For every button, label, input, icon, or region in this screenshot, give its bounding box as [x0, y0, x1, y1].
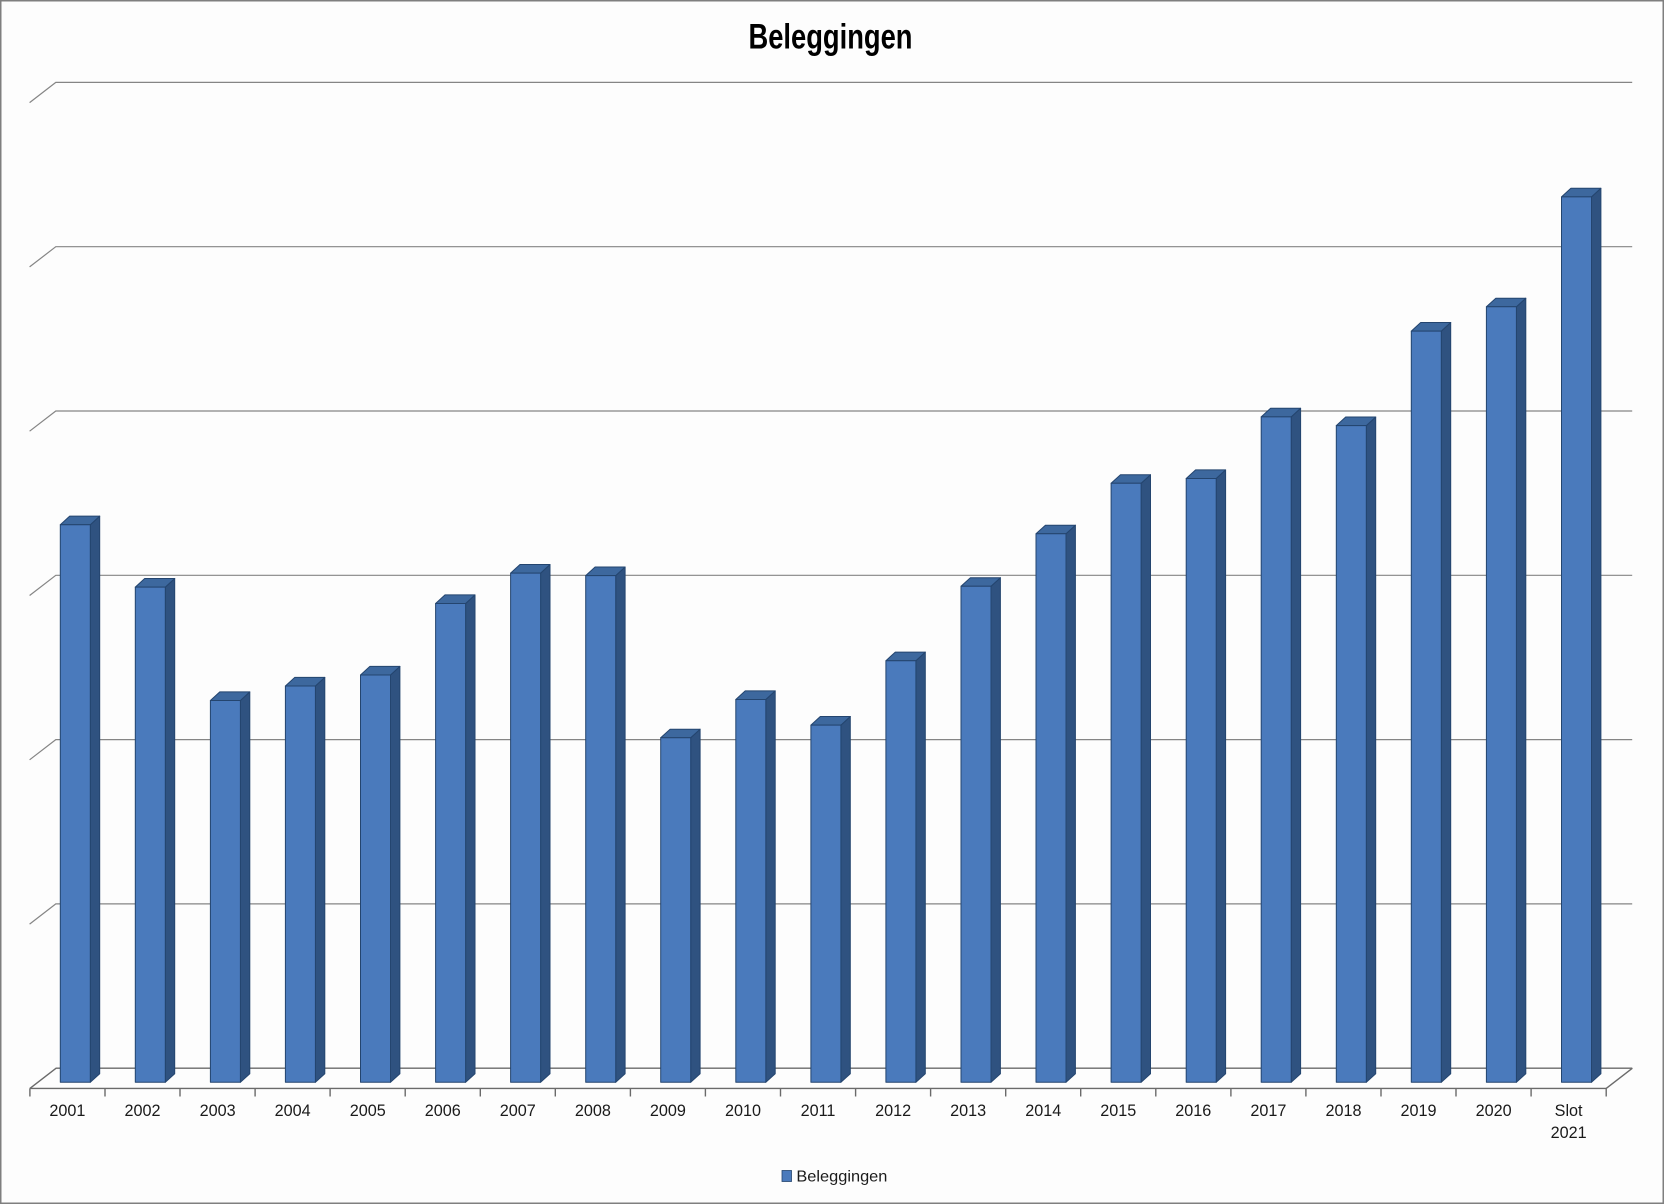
svg-text:2003: 2003: [200, 1102, 236, 1120]
svg-text:2005: 2005: [350, 1102, 386, 1120]
svg-text:2002: 2002: [124, 1102, 160, 1120]
svg-text:2018: 2018: [1325, 1102, 1361, 1120]
svg-text:2008: 2008: [575, 1102, 611, 1120]
svg-text:2001: 2001: [49, 1102, 85, 1120]
svg-text:2010: 2010: [725, 1102, 761, 1120]
svg-text:Beleggingen: Beleggingen: [749, 18, 913, 57]
svg-text:2011: 2011: [801, 1102, 836, 1120]
svg-text:2012: 2012: [875, 1102, 911, 1120]
svg-text:2021: 2021: [1551, 1124, 1587, 1142]
svg-text:2020: 2020: [1476, 1102, 1512, 1120]
svg-text:2016: 2016: [1175, 1102, 1211, 1120]
svg-text:2006: 2006: [425, 1102, 461, 1120]
svg-text:2014: 2014: [1025, 1102, 1061, 1120]
svg-text:2019: 2019: [1400, 1102, 1436, 1120]
svg-text:2007: 2007: [500, 1102, 536, 1120]
svg-text:Beleggingen: Beleggingen: [796, 1168, 887, 1185]
svg-text:2004: 2004: [275, 1102, 311, 1120]
svg-text:2009: 2009: [650, 1102, 686, 1120]
svg-text:2015: 2015: [1100, 1102, 1136, 1120]
svg-text:Slot: Slot: [1555, 1102, 1583, 1120]
svg-text:2013: 2013: [950, 1102, 986, 1120]
svg-text:2017: 2017: [1250, 1102, 1286, 1120]
